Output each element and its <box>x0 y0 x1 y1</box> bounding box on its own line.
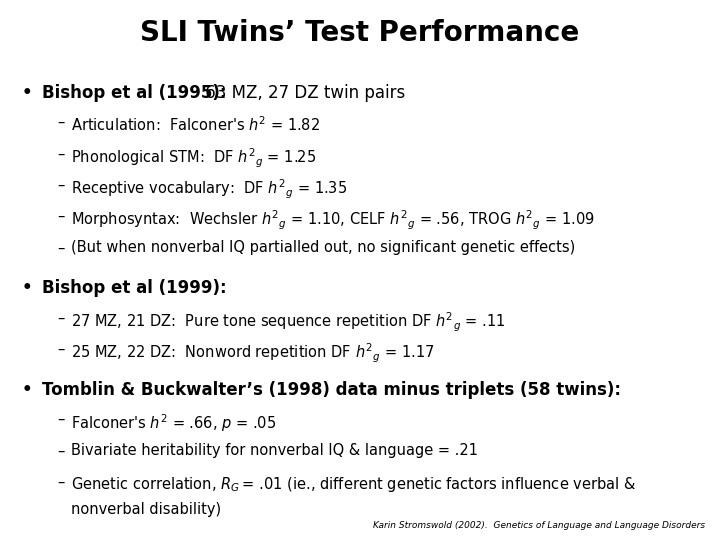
Text: •: • <box>22 279 32 297</box>
Text: Bivariate heritability for nonverbal IQ & language = .21: Bivariate heritability for nonverbal IQ … <box>71 443 477 458</box>
Text: –: – <box>58 209 65 224</box>
Text: Bishop et al (1999):: Bishop et al (1999): <box>42 279 226 297</box>
Text: Articulation:  Falconer's $\mathit{h}^2$ = 1.82: Articulation: Falconer's $\mathit{h}^2$ … <box>71 115 320 134</box>
Text: –: – <box>58 310 65 326</box>
Text: Morphosyntax:  Wechsler $\mathit{h}^2$$_g$ = 1.10, CELF $\mathit{h}^2$$_g$ = .56: Morphosyntax: Wechsler $\mathit{h}^2$$_g… <box>71 209 594 232</box>
Text: Tomblin & Buckwalter’s (1998) data minus triplets (58 twins):: Tomblin & Buckwalter’s (1998) data minus… <box>42 381 621 399</box>
Text: –: – <box>58 412 65 427</box>
Text: –: – <box>58 342 65 357</box>
Text: 63 MZ, 27 DZ twin pairs: 63 MZ, 27 DZ twin pairs <box>200 84 405 102</box>
Text: Genetic correlation, $\mathit{R}_G$ = .01 (ie., different genetic factors influe: Genetic correlation, $\mathit{R}_G$ = .0… <box>71 475 636 494</box>
Text: Falconer's $\mathit{h}^2$ = .66, $\mathit{p}$ = .05: Falconer's $\mathit{h}^2$ = .66, $\mathi… <box>71 412 276 434</box>
Text: Receptive vocabulary:  DF $\mathit{h}^2$$_g$ = 1.35: Receptive vocabulary: DF $\mathit{h}^2$$… <box>71 178 347 201</box>
Text: •: • <box>22 381 32 399</box>
Text: Bishop et al (1995):: Bishop et al (1995): <box>42 84 226 102</box>
Text: –: – <box>58 475 65 490</box>
Text: –: – <box>58 146 65 161</box>
Text: –: – <box>58 240 65 255</box>
Text: (But when nonverbal IQ partialled out, no significant genetic effects): (But when nonverbal IQ partialled out, n… <box>71 240 575 255</box>
Text: –: – <box>58 115 65 130</box>
Text: Phonological STM:  DF $\mathit{h}^2$$_g$ = 1.25: Phonological STM: DF $\mathit{h}^2$$_g$ … <box>71 146 316 170</box>
Text: •: • <box>22 84 32 102</box>
Text: –: – <box>58 178 65 193</box>
Text: –: – <box>58 443 65 458</box>
Text: 25 MZ, 22 DZ:  Nonword repetition DF $\mathit{h}^2$$_g$ = 1.17: 25 MZ, 22 DZ: Nonword repetition DF $\ma… <box>71 342 434 365</box>
Text: Karin Stromswold (2002).  Genetics of Language and Language Disorders: Karin Stromswold (2002). Genetics of Lan… <box>374 521 706 530</box>
Text: nonverbal disability): nonverbal disability) <box>71 502 221 517</box>
Text: SLI Twins’ Test Performance: SLI Twins’ Test Performance <box>140 19 580 47</box>
Text: 27 MZ, 21 DZ:  Pure tone sequence repetition DF $\mathit{h}^2$$_g$ = .11: 27 MZ, 21 DZ: Pure tone sequence repetit… <box>71 310 505 334</box>
